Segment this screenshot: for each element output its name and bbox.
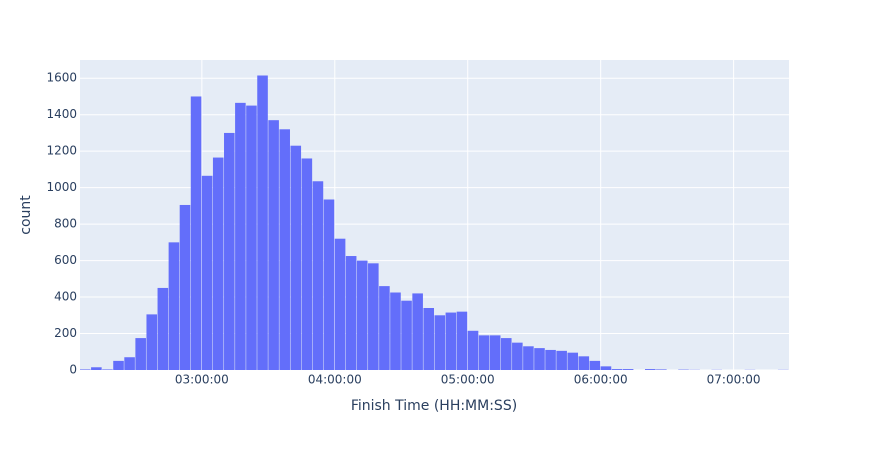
bar <box>567 352 579 370</box>
bar <box>456 311 468 370</box>
x-tick-label: 03:00:00 <box>175 373 229 387</box>
bar <box>268 120 279 370</box>
y-tick-label: 600 <box>54 253 77 267</box>
bar <box>257 75 268 370</box>
bar <box>135 338 146 370</box>
bar <box>434 315 446 370</box>
bar <box>656 369 667 370</box>
bar <box>212 157 224 370</box>
bar <box>290 145 302 370</box>
bar <box>124 357 135 370</box>
y-axis-title: count <box>18 195 34 235</box>
bar <box>168 242 180 370</box>
bar <box>190 96 202 371</box>
y-tick-label: 800 <box>54 217 77 231</box>
bar <box>545 349 556 370</box>
bar <box>356 260 368 370</box>
bar <box>478 335 490 370</box>
y-tick-label: 1000 <box>46 180 77 194</box>
x-axis-title: Finish Time (HH:MM:SS) <box>351 398 517 414</box>
bar <box>334 238 346 370</box>
bar <box>80 369 91 370</box>
bar <box>500 338 512 370</box>
bar <box>157 287 169 370</box>
x-tick-label: 05:00:00 <box>441 373 495 387</box>
x-tick-label: 06:00:00 <box>574 373 628 387</box>
bar <box>622 369 634 370</box>
bar <box>113 360 124 370</box>
bar <box>445 312 457 370</box>
bar <box>401 300 412 370</box>
bar <box>390 292 401 370</box>
bar <box>179 204 191 370</box>
bar <box>523 346 534 370</box>
bar <box>611 369 623 370</box>
bar <box>600 366 612 370</box>
bar <box>224 132 235 370</box>
bar <box>301 158 313 370</box>
x-tick-label: 07:00:00 <box>707 373 761 387</box>
y-tick-label: 400 <box>54 290 77 304</box>
bar <box>279 129 290 370</box>
bar <box>91 367 102 370</box>
bar <box>467 330 479 370</box>
y-tick-label: 0 <box>69 363 77 377</box>
bar <box>589 360 601 370</box>
y-tick-label: 200 <box>54 326 77 340</box>
bar <box>246 105 257 371</box>
bar <box>102 369 113 370</box>
y-tick-label: 1400 <box>46 107 77 121</box>
bar <box>345 256 357 370</box>
bar <box>312 181 324 370</box>
y-tick-label: 1600 <box>46 71 77 85</box>
bar <box>201 175 213 370</box>
bar <box>412 293 423 370</box>
bar <box>489 335 501 370</box>
bar <box>423 308 434 370</box>
bar <box>379 286 390 370</box>
bar <box>556 350 567 370</box>
bar <box>534 348 545 370</box>
y-tick-label: 1200 <box>46 144 77 158</box>
bar <box>146 314 158 370</box>
bar <box>235 102 246 371</box>
bar <box>578 356 590 370</box>
bar <box>368 263 379 370</box>
x-tick-label: 04:00:00 <box>308 373 362 387</box>
bar <box>512 342 523 370</box>
bar <box>323 199 335 370</box>
bar <box>644 369 656 370</box>
